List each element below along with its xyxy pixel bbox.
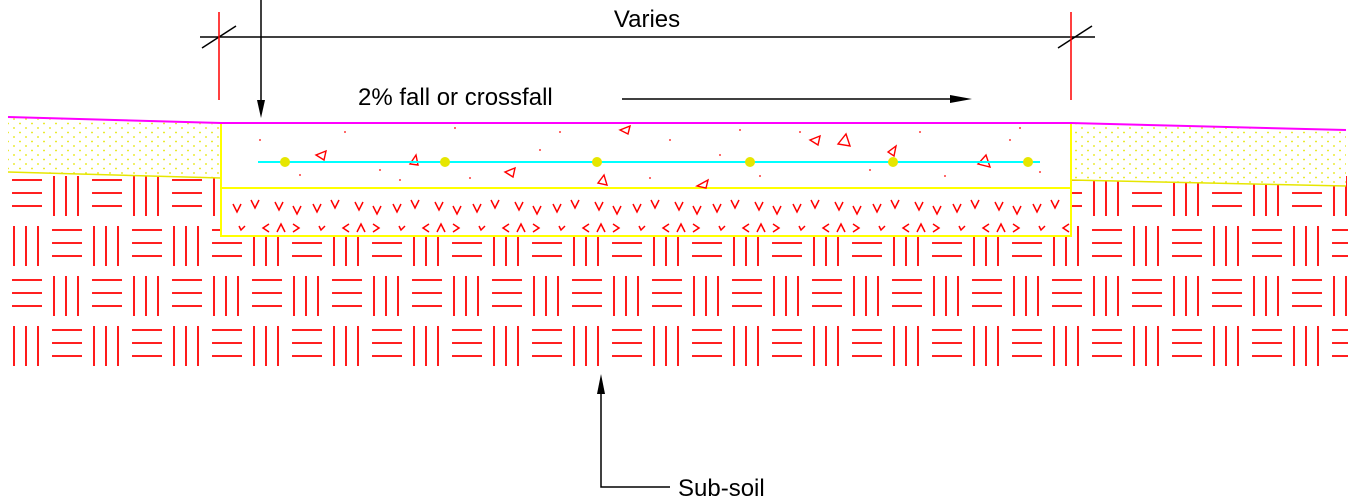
slope-label: 2% fall or crossfall bbox=[358, 84, 553, 111]
shoulder-fill bbox=[7, 118, 1347, 187]
pavement-slab bbox=[220, 122, 1072, 237]
surface-pointer-arrow bbox=[257, 0, 265, 118]
dimension-label: Varies bbox=[614, 6, 680, 33]
subsoil-leader bbox=[597, 374, 670, 488]
concrete-dots bbox=[259, 127, 1041, 181]
subsoil-label: Sub-soil bbox=[678, 475, 765, 502]
extension-lines bbox=[218, 12, 1072, 100]
finished-surface-line bbox=[7, 116, 1347, 131]
slope-arrow bbox=[622, 95, 972, 103]
concrete-aggregate bbox=[314, 124, 992, 189]
reinforcement-mesh bbox=[258, 157, 1040, 167]
